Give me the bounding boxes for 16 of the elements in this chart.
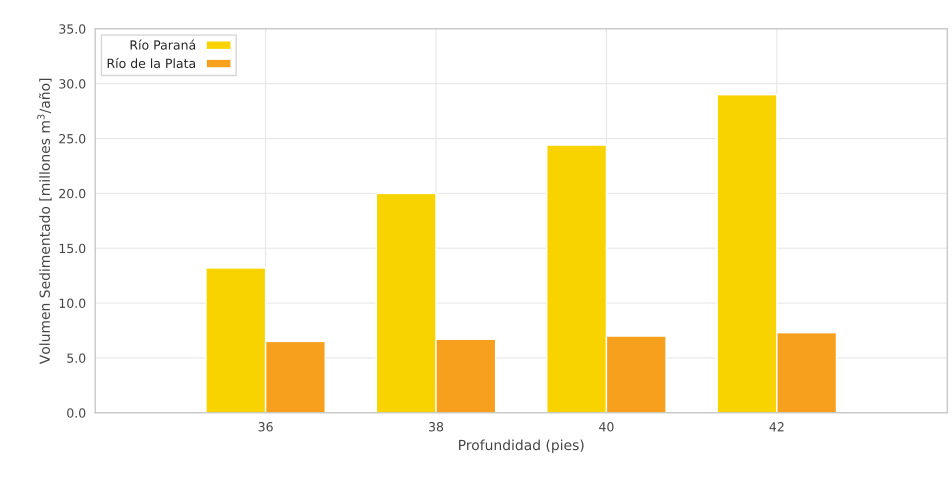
y-tick-label: 20.0 xyxy=(59,188,86,198)
y-tick-label: 30.0 xyxy=(59,79,86,89)
y-tick-label: 0.0 xyxy=(67,408,86,418)
y-tick-label: 10.0 xyxy=(60,298,86,308)
y-tick-label: 15.0 xyxy=(60,244,86,254)
x-tick-label: 36 xyxy=(258,422,273,432)
x-tick-label: 38 xyxy=(429,422,444,432)
x-tick-label: 40 xyxy=(599,422,614,432)
x-tick-label: 42 xyxy=(769,422,784,432)
legend-label: Río de la Plata xyxy=(108,58,196,68)
legend-label: Río Paraná xyxy=(130,40,196,50)
y-tick-label: 5.0 xyxy=(67,353,86,363)
y-axis-title: Volumen Sedimentado [millones m$^{3}$/año] xyxy=(37,78,52,364)
y-tick-label: 35.0 xyxy=(59,24,86,34)
y-tick-label: 25.0 xyxy=(59,134,86,144)
x-axis-title: Profundidad (pies) xyxy=(459,439,584,453)
